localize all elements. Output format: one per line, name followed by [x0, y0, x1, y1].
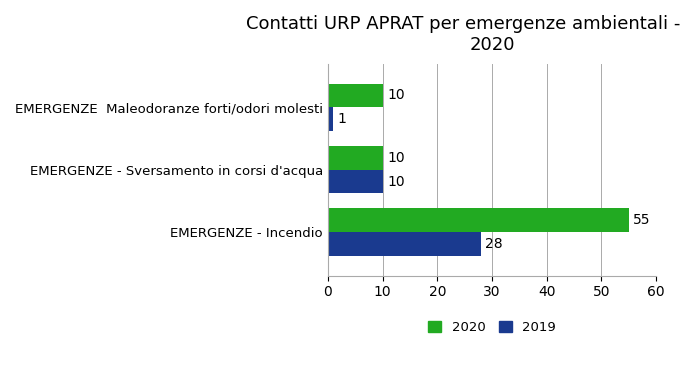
Bar	[328, 83, 383, 107]
Text: 10: 10	[387, 88, 405, 103]
Text: 55: 55	[633, 213, 651, 227]
Bar	[328, 107, 333, 131]
Text: 10: 10	[387, 151, 405, 165]
Text: 10: 10	[387, 175, 405, 188]
Text: 28: 28	[486, 237, 503, 251]
Text: 1: 1	[338, 112, 347, 126]
Bar	[328, 146, 383, 170]
Bar	[328, 208, 629, 232]
Legend: 2020, 2019: 2020, 2019	[428, 321, 556, 334]
Bar	[328, 170, 383, 193]
Bar	[328, 232, 481, 256]
Title: Contatti URP APRAT per emergenze ambientali - 2019-
2020: Contatti URP APRAT per emergenze ambient…	[246, 15, 680, 54]
